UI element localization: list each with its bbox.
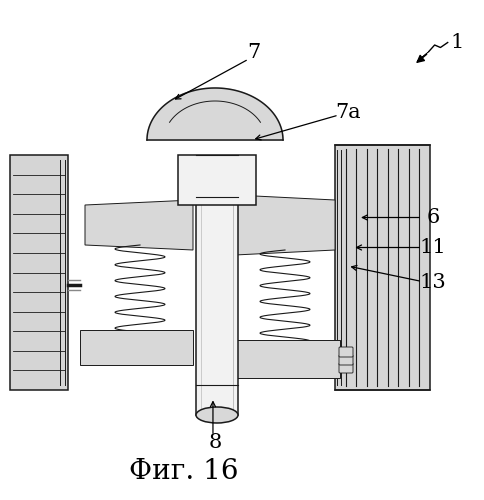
Polygon shape (417, 52, 429, 61)
Text: 6: 6 (426, 208, 440, 227)
Polygon shape (235, 340, 340, 378)
Text: 7: 7 (247, 43, 261, 62)
Text: Фиг. 16: Фиг. 16 (129, 458, 239, 485)
FancyBboxPatch shape (339, 363, 353, 373)
Polygon shape (196, 175, 238, 415)
Text: 8: 8 (209, 433, 222, 452)
FancyBboxPatch shape (339, 347, 353, 357)
Text: 1: 1 (451, 33, 464, 52)
Polygon shape (178, 155, 256, 205)
Text: 7a: 7a (336, 103, 361, 122)
Polygon shape (147, 88, 283, 140)
Ellipse shape (196, 407, 238, 423)
Text: 13: 13 (420, 273, 447, 292)
Polygon shape (235, 195, 335, 255)
Polygon shape (85, 200, 193, 250)
Text: 11: 11 (420, 238, 447, 257)
FancyBboxPatch shape (339, 355, 353, 365)
Polygon shape (10, 155, 68, 390)
Polygon shape (335, 145, 430, 390)
Polygon shape (80, 330, 193, 365)
